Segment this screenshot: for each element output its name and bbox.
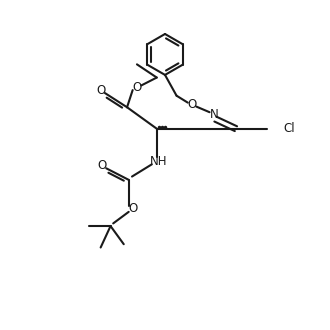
Text: Cl: Cl <box>284 121 295 135</box>
Text: O: O <box>129 202 138 215</box>
Text: O: O <box>97 159 107 172</box>
Text: O: O <box>187 98 197 111</box>
Text: O: O <box>132 81 142 94</box>
Text: NH: NH <box>149 154 167 168</box>
Text: O: O <box>96 84 105 97</box>
Text: N: N <box>210 108 218 121</box>
